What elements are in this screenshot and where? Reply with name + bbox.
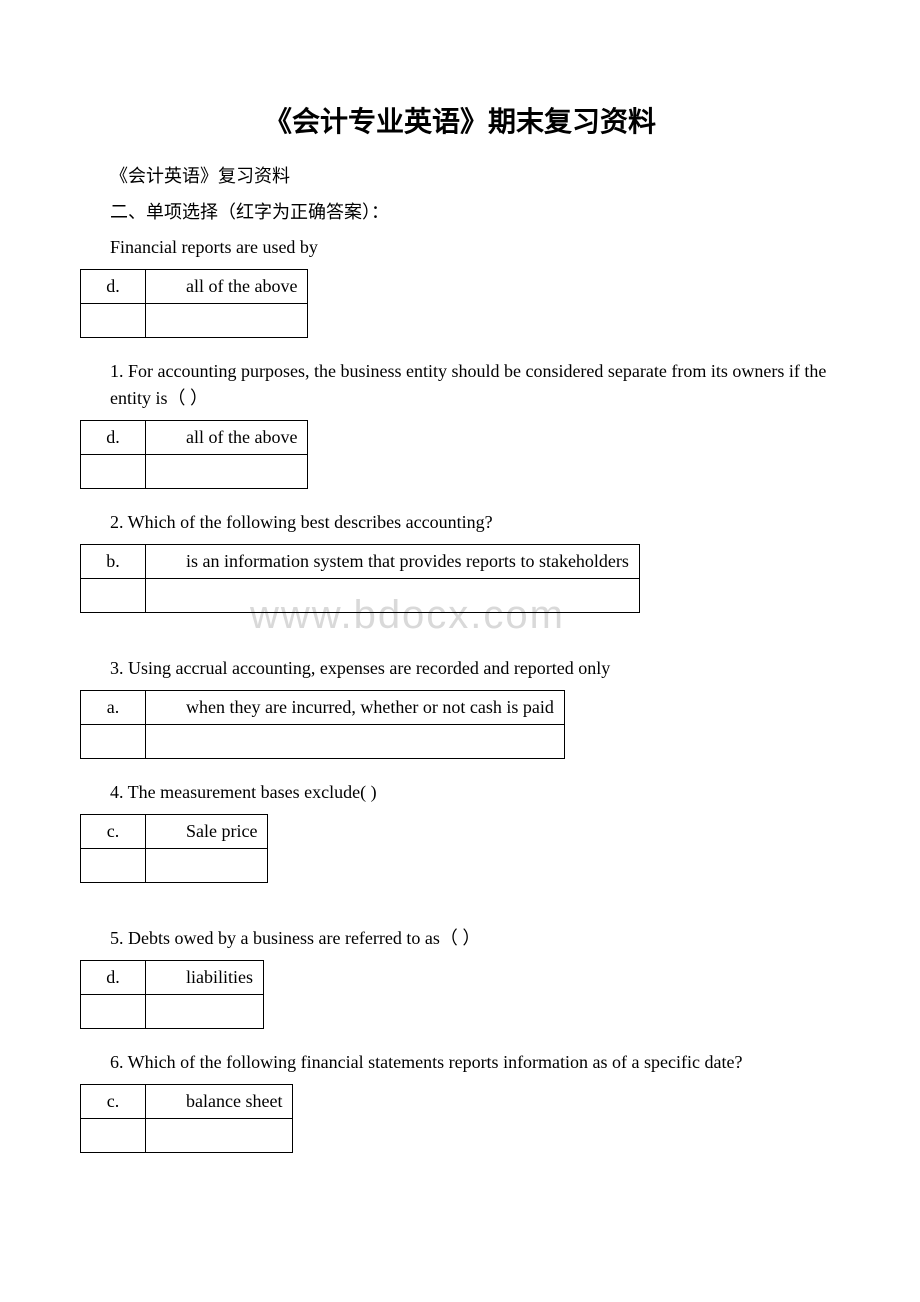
empty-cell	[81, 304, 146, 338]
answer-table: d. all of the above	[80, 420, 308, 489]
answer-letter: d.	[81, 961, 146, 995]
answer-letter: b.	[81, 545, 146, 579]
answer-text: all of the above	[146, 270, 308, 304]
question-text: 4. The measurement bases exclude( )	[110, 779, 840, 806]
answer-table: a. when they are incurred, whether or no…	[80, 690, 565, 759]
empty-cell	[81, 725, 146, 759]
empty-cell	[81, 455, 146, 489]
answer-text: balance sheet	[146, 1085, 293, 1119]
question-text: Financial reports are used by	[110, 234, 840, 261]
empty-cell	[146, 725, 565, 759]
answer-letter: d.	[81, 270, 146, 304]
empty-cell	[81, 995, 146, 1029]
answer-text: liabilities	[146, 961, 264, 995]
answer-text: Sale price	[146, 815, 268, 849]
document-subtitle: 《会计英语》复习资料	[110, 162, 840, 188]
answer-letter: d.	[81, 421, 146, 455]
empty-cell	[81, 849, 146, 883]
empty-cell	[146, 579, 640, 613]
question-text: 3. Using accrual accounting, expenses ar…	[110, 655, 840, 682]
question-text: 1. For accounting purposes, the business…	[80, 358, 840, 412]
question-text: 6. Which of the following financial stat…	[110, 1049, 840, 1076]
answer-letter: c.	[81, 1085, 146, 1119]
answer-text: is an information system that provides r…	[146, 545, 640, 579]
empty-cell	[146, 995, 264, 1029]
empty-cell	[81, 1119, 146, 1153]
document-title: 《会计专业英语》期末复习资料	[80, 100, 840, 140]
empty-cell	[146, 455, 308, 489]
answer-letter: a.	[81, 691, 146, 725]
empty-cell	[146, 1119, 293, 1153]
empty-cell	[146, 849, 268, 883]
empty-cell	[146, 304, 308, 338]
answer-text: all of the above	[146, 421, 308, 455]
question-text: 2. Which of the following best describes…	[110, 509, 840, 536]
answer-table: d. liabilities	[80, 960, 264, 1029]
question-text: 5. Debts owed by a business are referred…	[110, 925, 840, 952]
answer-letter: c.	[81, 815, 146, 849]
answer-table: d. all of the above	[80, 269, 308, 338]
section-label: 二、单项选择（红字为正确答案）：	[110, 198, 840, 224]
empty-cell	[81, 579, 146, 613]
answer-table: c. balance sheet	[80, 1084, 293, 1153]
answer-table: b. is an information system that provide…	[80, 544, 640, 613]
answer-text: when they are incurred, whether or not c…	[146, 691, 565, 725]
answer-table: c. Sale price	[80, 814, 268, 883]
